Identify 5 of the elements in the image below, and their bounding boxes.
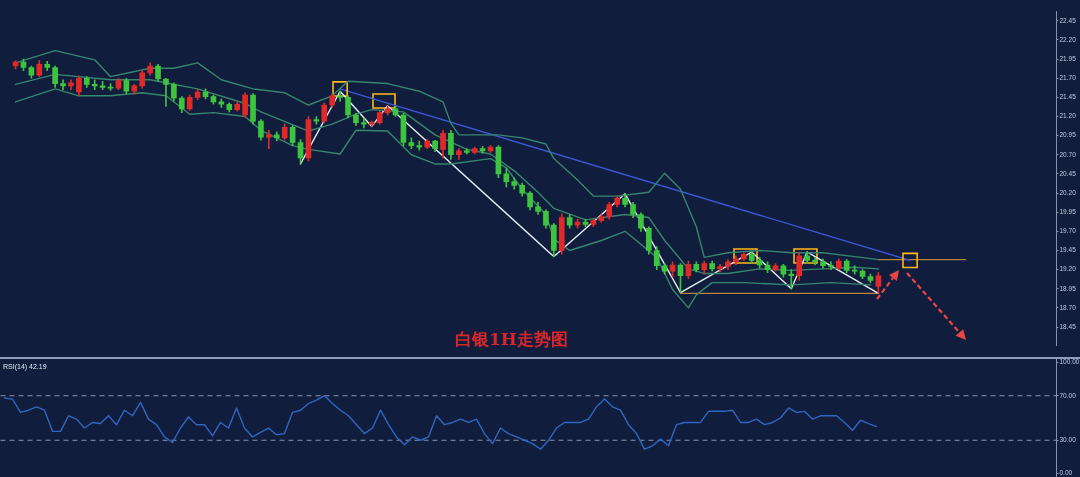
text: 白银1H走势图 (455, 329, 568, 349)
candlestick (416, 140, 423, 151)
candlestick (91, 79, 98, 91)
candlestick (788, 269, 795, 290)
candlestick (163, 77, 169, 107)
